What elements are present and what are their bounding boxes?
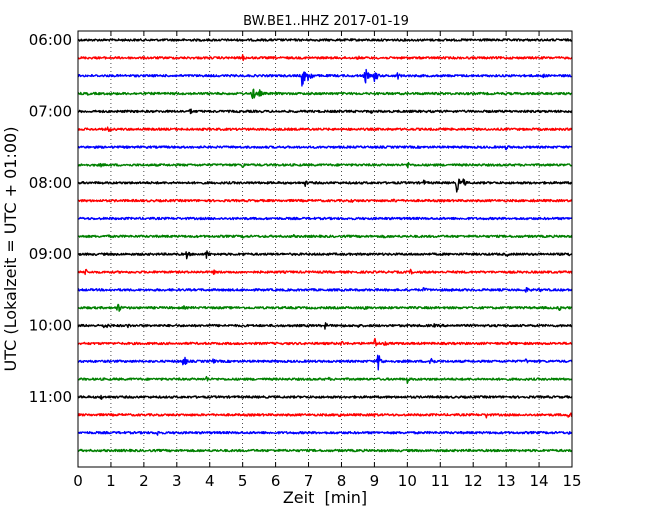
x-tick-label: 13 [497,472,516,490]
y-axis-ticks: 06:00 07:00 08:00 09:00 10:00 11:00 [29,31,83,406]
x-tick-label: 8 [337,472,347,490]
trace-1145 [77,448,573,453]
x-tick-label: 11 [431,472,450,490]
trace-0930 [77,286,573,293]
trace-0800 [77,178,573,193]
trace-0900 [77,250,573,260]
trace-1130 [77,430,573,436]
trace-0715 [77,126,573,132]
x-tick-label: 15 [562,472,581,490]
x-tick-label: 3 [172,472,182,490]
trace-0600 [77,38,573,42]
x-tick-label: 5 [238,472,248,490]
trace-0745 [77,161,573,169]
grid-lines [110,31,540,467]
x-tick-label: 12 [464,472,483,490]
x-tick-label: 14 [530,472,549,490]
y-tick-label: 10:00 [29,317,72,335]
trace-0730 [77,145,573,151]
trace-1045 [77,375,573,385]
y-tick-label: 07:00 [29,102,72,120]
x-axis-label: Zeit [min] [283,488,367,507]
trace-0815 [77,198,573,203]
y-tick-label: 09:00 [29,245,72,263]
chart-title: BW.BE1..HHZ 2017-01-19 [243,14,409,29]
y-tick-label: 06:00 [29,31,72,49]
trace-group [77,38,573,453]
x-tick-label: 0 [73,472,83,490]
x-tick-label: 7 [304,472,314,490]
y-tick-label: 11:00 [29,388,72,406]
x-axis-ticks: 0 1 2 3 4 5 6 7 8 9 10 11 12 13 14 15 [73,31,582,490]
trace-0615 [77,54,573,62]
trace-1030 [77,354,573,371]
y-tick-label: 08:00 [29,174,72,192]
y-axis-label: UTC (Lokalzeit = UTC + 01:00) [1,127,20,372]
plot-frame [77,30,573,468]
trace-0915 [77,268,573,276]
x-tick-label: 4 [205,472,215,490]
x-tick-label: 10 [398,472,417,490]
x-tick-label: 2 [139,472,149,490]
x-tick-label: 1 [106,472,116,490]
trace-0700 [77,108,573,115]
trace-1115 [77,412,573,419]
x-tick-label: 9 [370,472,380,490]
x-tick-label: 6 [271,472,281,490]
trace-0645 [77,88,573,100]
trace-1000 [77,322,573,330]
trace-1100 [77,394,573,400]
trace-1015 [77,337,573,347]
trace-0830 [77,216,573,221]
trace-0945 [77,303,573,312]
trace-0845 [77,234,573,239]
trace-0630 [77,68,573,87]
